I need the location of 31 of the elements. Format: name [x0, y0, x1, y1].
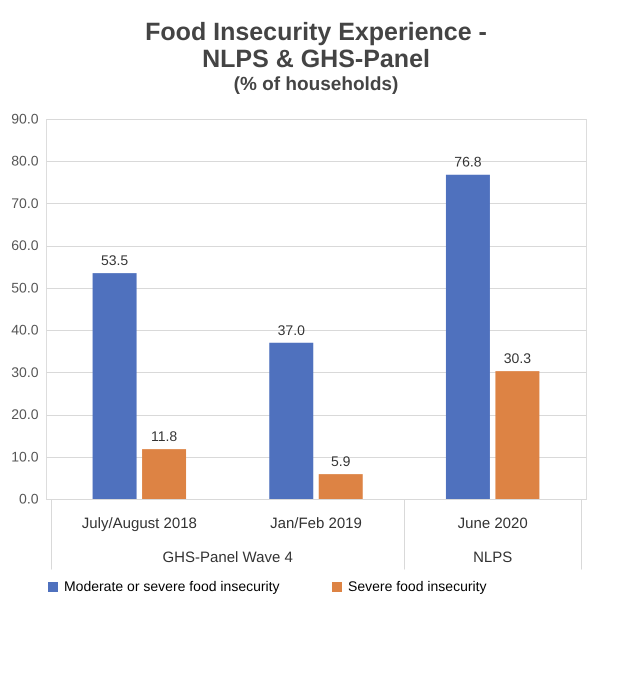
y-tick-label: 40.0	[11, 322, 39, 338]
x-tick-label: July/August 2018	[82, 515, 197, 532]
legend-label: Moderate or severe food insecurity	[64, 578, 280, 594]
bar	[92, 273, 137, 499]
x-tick-label: Jan/Feb 2019	[270, 515, 362, 532]
data-label: 53.5	[100, 252, 128, 268]
bar	[318, 474, 363, 499]
y-tick-label: 50.0	[11, 279, 39, 296]
chart-subtitle: (% of households)	[234, 74, 398, 95]
data-label: 5.9	[331, 453, 351, 470]
data-label: 30.3	[504, 350, 532, 366]
y-tick-label: 70.0	[11, 194, 39, 211]
legend-label: Severe food insecurity	[348, 578, 487, 594]
data-label: 76.8	[454, 154, 482, 170]
bar	[446, 174, 490, 499]
text: NLPS	[473, 549, 512, 566]
y-tick-label: 60.0	[11, 237, 39, 254]
bar	[495, 371, 540, 499]
x-tick-label: June 2020	[458, 515, 528, 532]
chart-title: Food Insecurity Experience - NLPS & GHS-Panel	[145, 18, 487, 73]
y-tick-label: 90.0	[11, 110, 39, 126]
y-tick-label: 20.0	[11, 406, 39, 422]
data-label: 11.8	[150, 428, 178, 444]
y-tick-label: 10.0	[11, 448, 39, 464]
data-label: 37.0	[278, 322, 306, 338]
y-tick-label: 0.0	[19, 490, 39, 506]
text: GHS-Panel Wave 4	[162, 549, 293, 566]
bar	[142, 449, 186, 499]
bar	[269, 342, 314, 499]
y-tick-label: 30.0	[11, 364, 39, 380]
y-tick-label: 80.0	[11, 152, 39, 169]
